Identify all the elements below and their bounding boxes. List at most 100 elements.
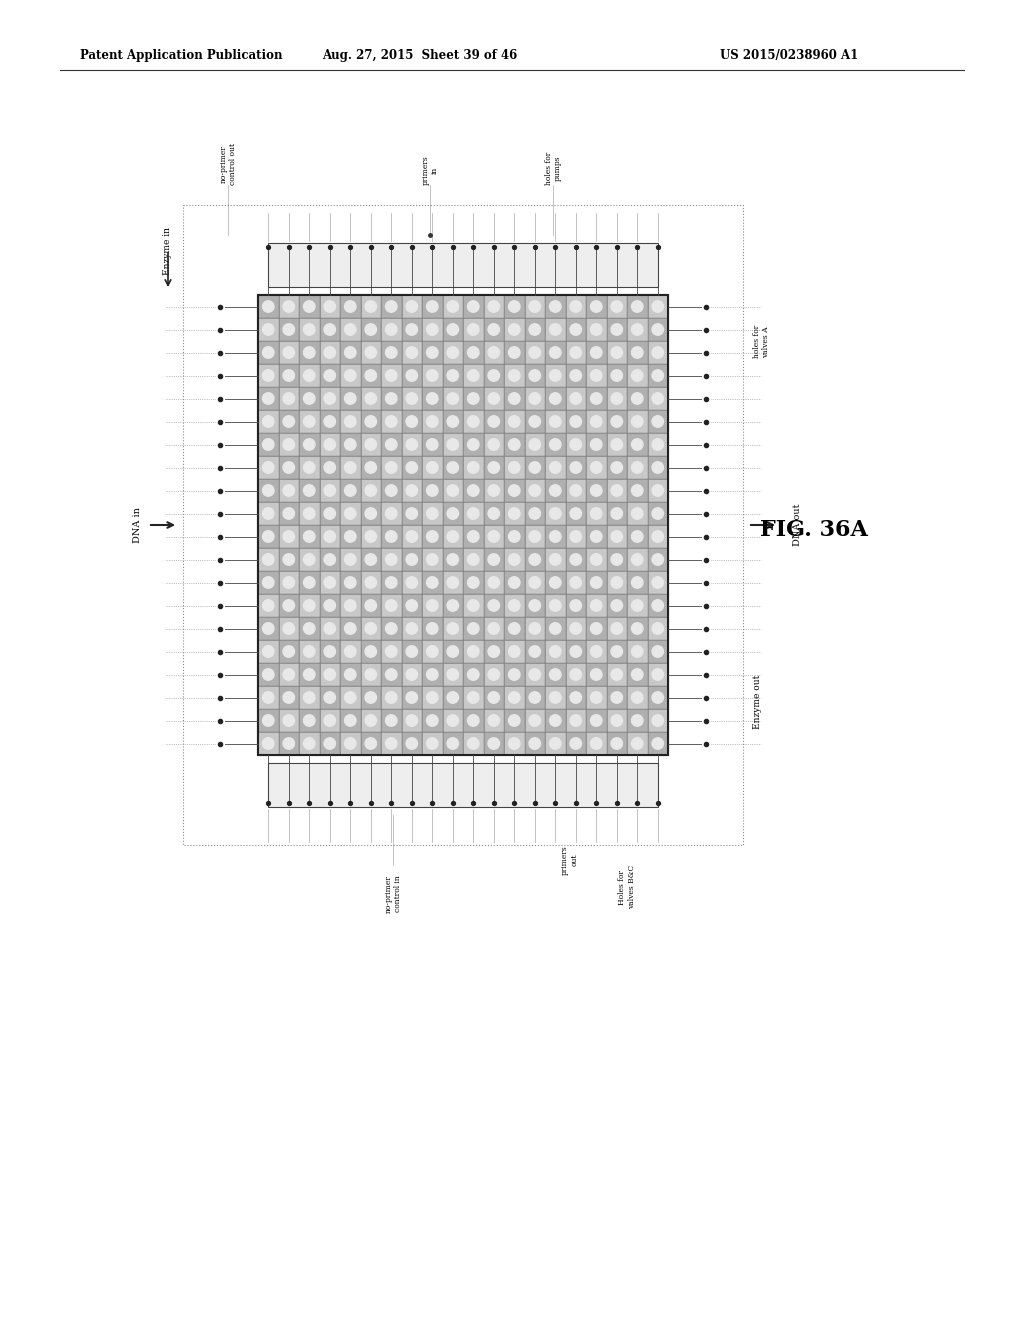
Bar <box>504 502 524 525</box>
Bar <box>340 387 360 411</box>
Circle shape <box>385 692 397 704</box>
Circle shape <box>509 370 520 381</box>
Bar <box>360 686 381 709</box>
Circle shape <box>570 462 582 474</box>
Circle shape <box>550 669 561 680</box>
Circle shape <box>324 577 336 589</box>
Circle shape <box>283 599 295 611</box>
Circle shape <box>611 323 623 335</box>
Circle shape <box>385 438 397 450</box>
Bar <box>401 455 422 479</box>
Bar <box>586 318 606 341</box>
Circle shape <box>303 393 315 404</box>
Bar <box>422 318 442 341</box>
Circle shape <box>406 645 418 657</box>
Circle shape <box>509 301 520 313</box>
Circle shape <box>529 462 541 474</box>
Circle shape <box>385 508 397 519</box>
Circle shape <box>570 669 582 680</box>
Bar <box>647 364 668 387</box>
Bar <box>319 572 340 594</box>
Bar <box>565 294 586 318</box>
Bar <box>401 616 422 640</box>
Circle shape <box>324 738 336 750</box>
Bar <box>360 733 381 755</box>
Bar <box>606 341 627 364</box>
Bar <box>279 572 299 594</box>
Bar <box>279 733 299 755</box>
Circle shape <box>488 393 500 404</box>
Circle shape <box>303 623 315 634</box>
Bar <box>381 548 401 572</box>
Circle shape <box>262 301 274 313</box>
Circle shape <box>406 554 418 565</box>
Circle shape <box>365 393 377 404</box>
Bar <box>565 663 586 686</box>
Circle shape <box>632 301 643 313</box>
Bar <box>340 294 360 318</box>
Circle shape <box>262 484 274 496</box>
Bar <box>647 455 668 479</box>
Circle shape <box>468 323 479 335</box>
Circle shape <box>283 347 295 358</box>
Bar <box>586 455 606 479</box>
Circle shape <box>591 462 602 474</box>
Circle shape <box>447 669 459 680</box>
Circle shape <box>344 738 356 750</box>
Circle shape <box>385 554 397 565</box>
Bar <box>401 502 422 525</box>
Bar <box>463 548 483 572</box>
Circle shape <box>447 462 459 474</box>
Circle shape <box>468 714 479 726</box>
Circle shape <box>468 738 479 750</box>
Circle shape <box>652 323 664 335</box>
Circle shape <box>283 301 295 313</box>
Bar <box>586 594 606 616</box>
Bar <box>360 525 381 548</box>
Circle shape <box>509 323 520 335</box>
Circle shape <box>591 714 602 726</box>
Circle shape <box>283 669 295 680</box>
Bar <box>340 686 360 709</box>
Bar <box>483 548 504 572</box>
Bar <box>627 479 647 502</box>
Bar <box>627 594 647 616</box>
Bar <box>545 663 565 686</box>
Bar <box>545 594 565 616</box>
Bar <box>381 341 401 364</box>
Bar <box>606 433 627 455</box>
Circle shape <box>365 462 377 474</box>
Bar <box>381 294 401 318</box>
Circle shape <box>591 323 602 335</box>
Bar <box>442 640 463 663</box>
Circle shape <box>468 692 479 704</box>
Bar <box>565 433 586 455</box>
Bar <box>586 411 606 433</box>
Circle shape <box>632 508 643 519</box>
Bar <box>381 433 401 455</box>
Bar <box>545 455 565 479</box>
Circle shape <box>591 347 602 358</box>
Bar <box>647 433 668 455</box>
Bar <box>647 387 668 411</box>
Bar <box>545 411 565 433</box>
Bar <box>524 502 545 525</box>
Bar <box>258 640 279 663</box>
Circle shape <box>652 347 664 358</box>
Circle shape <box>570 347 582 358</box>
Bar <box>360 411 381 433</box>
Circle shape <box>303 484 315 496</box>
Bar <box>183 205 743 845</box>
Bar <box>545 364 565 387</box>
Bar <box>565 594 586 616</box>
Bar <box>258 502 279 525</box>
Bar <box>422 640 442 663</box>
Circle shape <box>262 416 274 428</box>
Circle shape <box>406 599 418 611</box>
Bar <box>627 640 647 663</box>
Bar <box>299 294 319 318</box>
Bar <box>524 455 545 479</box>
Circle shape <box>468 347 479 358</box>
Circle shape <box>385 714 397 726</box>
Circle shape <box>591 438 602 450</box>
